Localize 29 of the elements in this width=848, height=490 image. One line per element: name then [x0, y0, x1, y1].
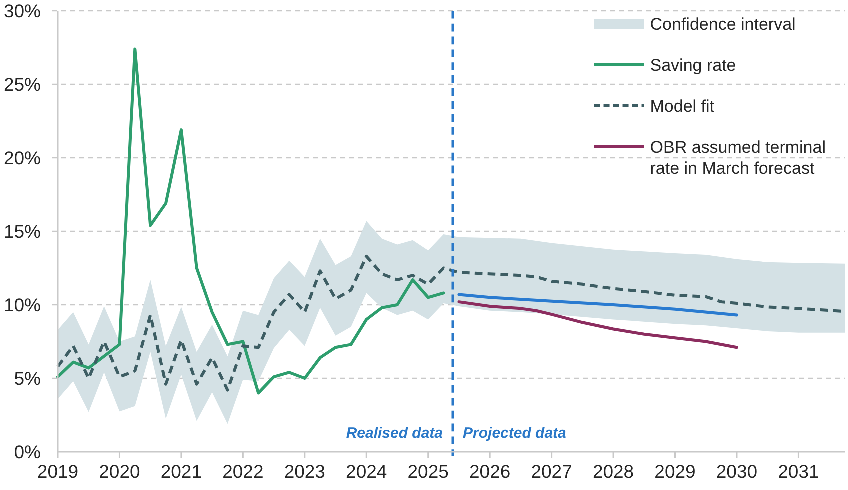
legend-label: Confidence interval	[650, 14, 796, 34]
x-tick-label: 2023	[284, 461, 326, 482]
x-tick-label: 2021	[160, 461, 202, 482]
line-series	[56, 48, 446, 395]
legend-label: Model fit	[650, 96, 715, 116]
annotation: Projected data	[463, 425, 566, 442]
y-tick-label: 10%	[4, 294, 41, 316]
x-tick-label: 2030	[716, 461, 758, 482]
x-tick-label: 2025	[408, 461, 449, 482]
line-series	[458, 293, 738, 317]
y-tick-label: 5%	[14, 368, 41, 389]
x-tick-label: 2024	[346, 461, 388, 482]
y-tick-label: 0%	[14, 441, 41, 462]
x-tick-label: 2031	[778, 461, 820, 482]
y-tick-label: 30%	[4, 0, 41, 22]
y-tick-label: 15%	[4, 220, 41, 242]
x-tick-label: 2019	[37, 461, 79, 482]
y-tick-label: 25%	[4, 74, 41, 95]
x-tick-label: 2028	[592, 461, 634, 482]
x-tick-label: 2022	[222, 461, 264, 482]
legend-label: OBR assumed terminal rate in March forecast	[650, 138, 826, 178]
x-tick-label: 2027	[531, 461, 572, 482]
y-tick-label: 20%	[4, 147, 41, 168]
legend-label: Saving rate	[650, 56, 736, 75]
x-tick-label: 2020	[99, 461, 140, 482]
line-series	[458, 300, 738, 350]
x-tick-label: 2029	[654, 461, 696, 482]
x-tick-label: 2026	[470, 461, 511, 482]
annotation: Realised data	[346, 425, 444, 442]
